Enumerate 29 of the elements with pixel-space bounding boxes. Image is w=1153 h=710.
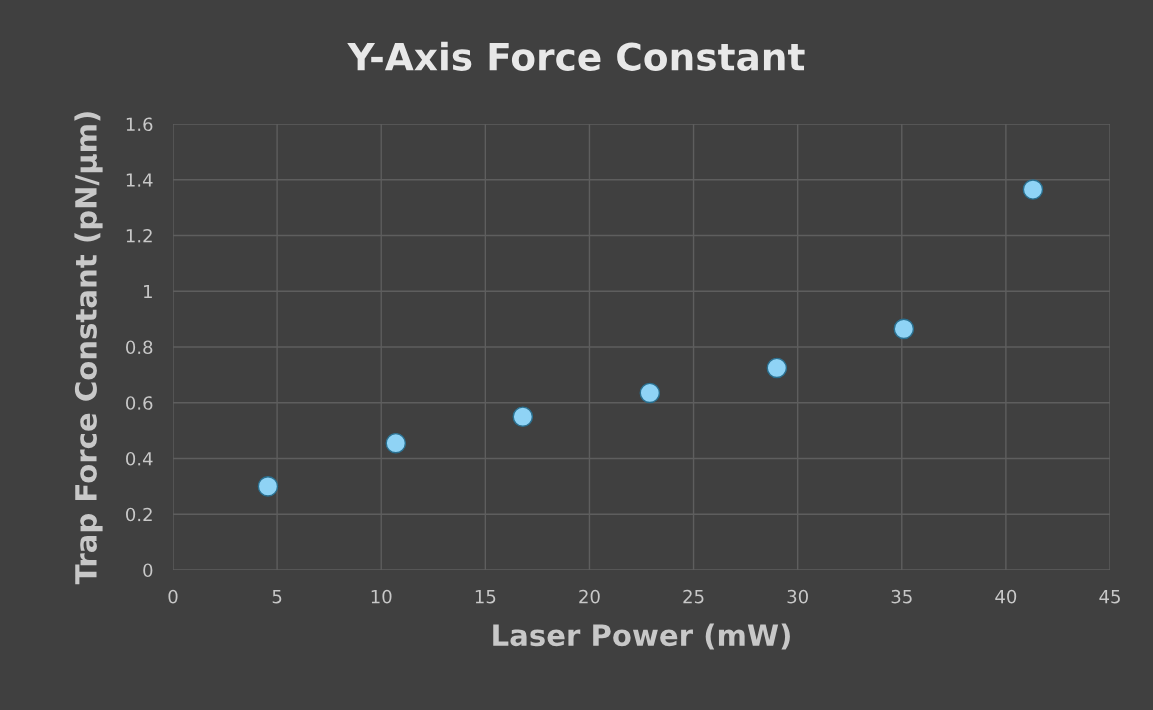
x-tick-label: 20 — [579, 589, 600, 604]
x-tick-label: 10 — [371, 589, 392, 604]
y-axis-title: Trap Force Constant (pN/µm) — [74, 112, 103, 585]
x-tick-label: 15 — [475, 590, 496, 604]
y-tick-label: 1 — [144, 284, 152, 299]
x-tick-label: 40 — [995, 589, 1017, 604]
y-tick-label: 1.6 — [126, 117, 153, 132]
x-axis-title: Laser Power (mW) — [493, 623, 790, 650]
x-tick-label: 5 — [272, 590, 282, 604]
y-tick-label: 1.2 — [126, 228, 152, 243]
point — [257, 476, 279, 497]
x-tick-label: 0 — [168, 589, 178, 604]
x-tick-label: 35 — [891, 589, 912, 604]
y-tick-label: 0.8 — [126, 340, 153, 355]
x-tick-label: 30 — [787, 589, 808, 604]
point — [512, 406, 534, 427]
y-tick-label: 0.6 — [126, 396, 153, 410]
point — [639, 382, 661, 404]
y-tick-label: 0.2 — [126, 507, 152, 522]
y-tick-label: 1.4 — [126, 173, 153, 187]
point — [385, 432, 407, 454]
x-tick-label: 25 — [683, 589, 704, 604]
x-tick-label: 45 — [1099, 590, 1120, 604]
point — [893, 318, 915, 340]
point — [1022, 179, 1044, 200]
y-tick-label: 0.4 — [126, 451, 153, 466]
point — [766, 357, 788, 379]
chart-title: Y-Axis Force Constant — [347, 41, 805, 71]
y-tick-label: 0 — [143, 563, 153, 578]
